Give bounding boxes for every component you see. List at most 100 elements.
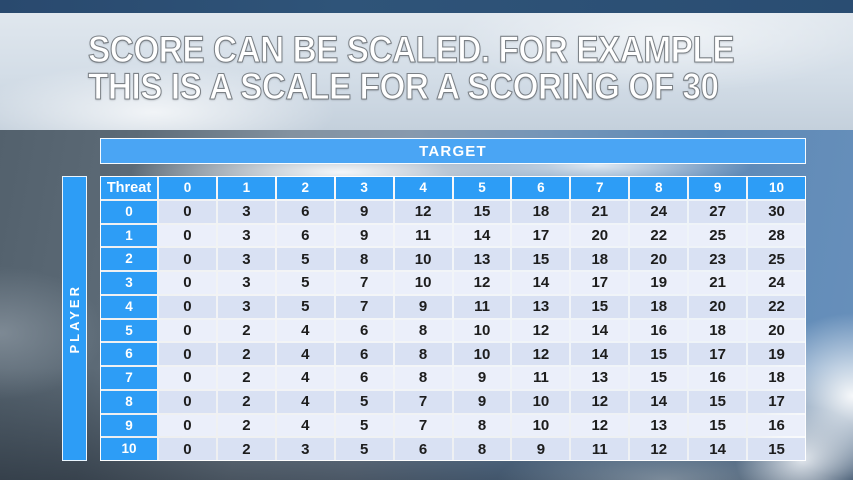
score-cell: 21 <box>571 200 629 223</box>
score-cell: 7 <box>394 390 452 413</box>
score-cell: 5 <box>335 390 393 413</box>
score-cell: 28 <box>748 224 805 247</box>
score-cell: 14 <box>571 319 629 342</box>
target-col-header: 6 <box>512 177 570 199</box>
score-cell: 13 <box>630 414 688 437</box>
player-row-header: 8 <box>101 390 157 413</box>
score-cell: 18 <box>571 248 629 270</box>
score-cell: 14 <box>453 224 511 247</box>
score-cell: 9 <box>335 224 393 247</box>
player-row-header: 0 <box>101 200 157 223</box>
score-cell: 2 <box>217 414 275 437</box>
score-cell: 15 <box>748 438 805 460</box>
score-cell: 6 <box>394 438 452 460</box>
score-cell: 23 <box>689 248 747 270</box>
score-cell: 4 <box>276 390 334 413</box>
score-cell: 0 <box>159 414 216 437</box>
player-row-header: 9 <box>101 414 157 437</box>
player-row-header: 1 <box>101 224 157 247</box>
score-cell: 3 <box>217 272 275 294</box>
score-cell: 11 <box>512 367 570 389</box>
score-cell: 2 <box>217 390 275 413</box>
score-cell: 0 <box>159 224 216 247</box>
score-cell: 7 <box>335 272 393 294</box>
score-cell: 25 <box>689 224 747 247</box>
score-cell: 4 <box>276 343 334 365</box>
target-header-bar: TARGET <box>100 138 806 164</box>
score-cell: 14 <box>630 390 688 413</box>
score-cell: 0 <box>159 367 216 389</box>
score-cell: 6 <box>276 224 334 247</box>
score-cell: 5 <box>335 438 393 460</box>
score-cell: 12 <box>571 414 629 437</box>
score-cell: 2 <box>217 367 275 389</box>
score-cell: 9 <box>512 438 570 460</box>
score-cell: 10 <box>512 414 570 437</box>
score-cell: 0 <box>159 272 216 294</box>
score-cell: 15 <box>630 367 688 389</box>
player-row-header: 3 <box>101 272 157 294</box>
score-cell: 10 <box>453 319 511 342</box>
score-cell: 20 <box>689 295 747 318</box>
score-cell: 12 <box>571 390 629 413</box>
score-cell: 10 <box>453 343 511 365</box>
score-cell: 15 <box>689 414 747 437</box>
score-cell: 8 <box>453 414 511 437</box>
score-cell: 0 <box>159 295 216 318</box>
score-cell: 27 <box>689 200 747 223</box>
score-cell: 22 <box>630 224 688 247</box>
target-col-header: 10 <box>748 177 805 199</box>
player-header-label: PLAYER <box>67 283 82 354</box>
score-cell: 20 <box>630 248 688 270</box>
score-cell: 16 <box>689 367 747 389</box>
score-cell: 14 <box>689 438 747 460</box>
score-cell: 0 <box>159 319 216 342</box>
target-col-header: 0 <box>159 177 216 199</box>
score-cell: 11 <box>571 438 629 460</box>
score-cell: 8 <box>394 367 452 389</box>
score-cell: 5 <box>276 272 334 294</box>
target-col-header: 1 <box>217 177 275 199</box>
player-row-header: 10 <box>101 438 157 460</box>
score-cell: 17 <box>689 343 747 365</box>
score-cell: 0 <box>159 248 216 270</box>
player-row-header: 6 <box>101 343 157 365</box>
score-cell: 5 <box>276 295 334 318</box>
score-cell: 15 <box>571 295 629 318</box>
score-cell: 13 <box>571 367 629 389</box>
score-cell: 14 <box>512 272 570 294</box>
player-row-header: 7 <box>101 367 157 389</box>
target-col-header: 7 <box>571 177 629 199</box>
score-cell: 0 <box>159 390 216 413</box>
score-cell: 16 <box>630 319 688 342</box>
score-cell: 7 <box>335 295 393 318</box>
score-cell: 10 <box>512 390 570 413</box>
score-cell: 7 <box>394 414 452 437</box>
player-header-bar: PLAYER <box>62 176 87 461</box>
score-cell: 9 <box>335 200 393 223</box>
target-col-header: 5 <box>453 177 511 199</box>
score-cell: 9 <box>453 390 511 413</box>
score-cell: 15 <box>689 390 747 413</box>
score-cell: 25 <box>748 248 805 270</box>
score-cell: 8 <box>394 319 452 342</box>
score-cell: 6 <box>335 319 393 342</box>
score-cell: 8 <box>394 343 452 365</box>
score-cell: 6 <box>335 343 393 365</box>
target-col-header: 3 <box>335 177 393 199</box>
sky-top-strip <box>0 0 853 13</box>
score-cell: 3 <box>217 224 275 247</box>
score-cell: 22 <box>748 295 805 318</box>
score-cell: 9 <box>453 367 511 389</box>
player-row-header: 5 <box>101 319 157 342</box>
score-cell: 17 <box>748 390 805 413</box>
target-col-header: 8 <box>630 177 688 199</box>
target-col-header: 9 <box>689 177 747 199</box>
score-cell: 5 <box>335 414 393 437</box>
score-cell: 20 <box>571 224 629 247</box>
score-cell: 0 <box>159 343 216 365</box>
title-band-background <box>0 13 853 130</box>
score-cell: 12 <box>630 438 688 460</box>
score-cell: 10 <box>394 272 452 294</box>
